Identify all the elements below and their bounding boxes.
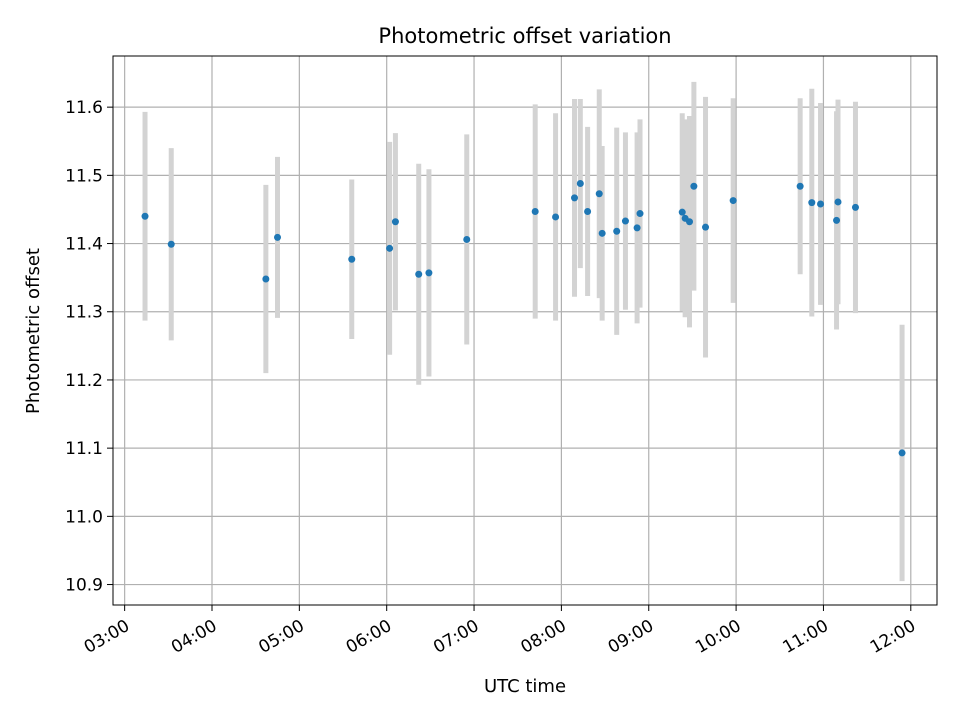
data-point bbox=[576, 180, 584, 188]
data-point bbox=[898, 449, 906, 457]
data-point bbox=[834, 198, 842, 206]
x-axis-label: UTC time bbox=[484, 676, 566, 697]
data-point bbox=[584, 207, 592, 215]
y-tick-label: 11.0 bbox=[65, 507, 103, 527]
data-point bbox=[621, 217, 629, 225]
plot-frame bbox=[112, 55, 938, 606]
y-tick-label: 11.3 bbox=[65, 303, 103, 323]
data-point bbox=[415, 270, 423, 278]
data-point bbox=[678, 208, 686, 216]
data-point bbox=[262, 275, 270, 283]
data-point bbox=[141, 212, 149, 220]
data-point bbox=[595, 190, 603, 198]
data-point bbox=[808, 199, 816, 207]
data-point bbox=[702, 223, 710, 231]
y-tick-label: 11.2 bbox=[65, 371, 103, 391]
data-point bbox=[729, 197, 737, 205]
data-point bbox=[686, 218, 694, 226]
data-point bbox=[570, 194, 578, 202]
data-point bbox=[386, 244, 394, 252]
data-point bbox=[348, 255, 356, 263]
grid-layer bbox=[113, 56, 937, 605]
data-point bbox=[636, 210, 644, 218]
y-tick-layer: 10.9 11.0 11.1 11.2 11.3 11.4 11.5 11.6 bbox=[65, 98, 113, 596]
data-point bbox=[633, 224, 641, 232]
data-point bbox=[851, 203, 859, 211]
data-point bbox=[598, 229, 606, 237]
data-point bbox=[425, 269, 433, 277]
data-point bbox=[463, 235, 471, 243]
data-point bbox=[274, 233, 282, 241]
data-point bbox=[531, 207, 539, 215]
data-point bbox=[391, 218, 399, 226]
chart-title: Photometric offset variation bbox=[378, 24, 671, 48]
data-point bbox=[167, 240, 175, 248]
point-layer bbox=[141, 180, 906, 457]
y-tick-label: 10.9 bbox=[65, 576, 103, 596]
data-point bbox=[613, 227, 621, 235]
y-tick-label: 11.4 bbox=[65, 235, 103, 255]
y-tick-label: 11.1 bbox=[65, 439, 103, 459]
data-point bbox=[817, 200, 825, 208]
y-tick-label: 11.5 bbox=[65, 166, 103, 186]
data-point bbox=[796, 182, 804, 190]
y-tick-label: 11.6 bbox=[65, 98, 103, 118]
y-axis-label: Photometric offset bbox=[23, 248, 44, 414]
data-point bbox=[552, 213, 560, 221]
data-point bbox=[690, 182, 698, 190]
data-point bbox=[833, 216, 841, 224]
